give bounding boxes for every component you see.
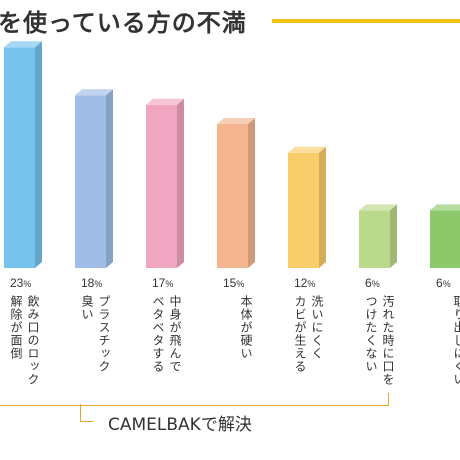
category-label: 飲み口のロック 解除が面倒 bbox=[9, 295, 40, 386]
category-label-line: 飲み口のロック bbox=[26, 295, 40, 386]
category-label-line: 中身が飛んで bbox=[168, 295, 182, 373]
bar-front bbox=[288, 152, 319, 268]
bar bbox=[75, 89, 113, 268]
bar-side bbox=[177, 98, 184, 268]
value-label: 17% bbox=[152, 276, 173, 290]
category-label-line: プラスチック bbox=[97, 295, 111, 373]
bar-side bbox=[390, 204, 397, 268]
bar-top bbox=[217, 118, 255, 124]
bar bbox=[359, 204, 397, 268]
category-label-line: 本体が硬い bbox=[239, 295, 253, 360]
category-label-line: ベタベタする bbox=[151, 295, 165, 373]
category-label: 取り出しにくい bbox=[452, 295, 460, 386]
bar-front bbox=[217, 124, 248, 268]
bar-side bbox=[35, 41, 42, 269]
value-unit: % bbox=[236, 279, 245, 289]
solution-bracket bbox=[0, 393, 389, 406]
bar-side bbox=[106, 89, 113, 268]
category-label-line: カビが生える bbox=[293, 295, 307, 373]
value-unit: % bbox=[371, 279, 380, 289]
category-label: プラスチック 臭い bbox=[80, 295, 111, 373]
bar bbox=[146, 98, 184, 268]
value-label: 6% bbox=[436, 276, 451, 290]
value-number: 6 bbox=[436, 276, 443, 290]
value-unit: % bbox=[307, 279, 316, 289]
bar-side bbox=[319, 146, 326, 268]
bar-side bbox=[248, 118, 255, 268]
bar-front bbox=[146, 104, 177, 268]
value-label: 6% bbox=[365, 276, 380, 290]
value-number: 23 bbox=[10, 276, 24, 290]
bar-top bbox=[430, 204, 460, 211]
bar-front bbox=[359, 210, 390, 268]
category-label-line: 解除が面倒 bbox=[9, 295, 23, 360]
bar-front bbox=[430, 210, 460, 268]
bar bbox=[4, 41, 42, 269]
value-number: 6 bbox=[365, 276, 372, 290]
bar-top bbox=[359, 204, 397, 211]
value-unit: % bbox=[442, 279, 451, 289]
category-label: 汚れた時に口を つけたくない bbox=[364, 295, 395, 386]
value-unit: % bbox=[165, 279, 174, 289]
category-label-line: つけたくない bbox=[364, 295, 378, 373]
solution-bracket-stem bbox=[80, 404, 93, 422]
value-number: 12 bbox=[294, 276, 308, 290]
bar-top bbox=[4, 41, 42, 48]
value-label: 18% bbox=[81, 276, 102, 290]
value-unit: % bbox=[23, 279, 32, 289]
value-number: 15 bbox=[223, 276, 237, 290]
bar-top bbox=[288, 146, 326, 153]
bar bbox=[288, 146, 326, 268]
chart-title: を使っている方の不満 bbox=[0, 9, 247, 37]
solution-text: CAMELBAKで解決 bbox=[108, 415, 252, 435]
bar bbox=[430, 204, 460, 268]
value-number: 18 bbox=[81, 276, 95, 290]
value-label: 23% bbox=[10, 276, 31, 290]
category-label-line: 汚れた時に口を bbox=[381, 295, 395, 386]
category-label-line: 取り出しにくい bbox=[452, 295, 460, 386]
value-label: 12% bbox=[294, 276, 315, 290]
value-label: 15% bbox=[223, 276, 244, 290]
category-label-line: 臭い bbox=[80, 295, 94, 321]
title-underline bbox=[272, 19, 460, 23]
bar-top bbox=[75, 89, 113, 96]
value-unit: % bbox=[94, 279, 103, 289]
category-label: 洗いにくく カビが生える bbox=[293, 295, 324, 373]
value-number: 17 bbox=[152, 276, 166, 290]
bar-front bbox=[75, 95, 106, 268]
bar bbox=[217, 118, 255, 268]
bar-front bbox=[4, 47, 35, 269]
category-label: 中身が飛んで ベタベタする bbox=[151, 295, 182, 373]
bar-top bbox=[146, 98, 184, 105]
category-label: 本体が硬い bbox=[239, 295, 253, 360]
category-label-line: 洗いにくく bbox=[310, 295, 324, 360]
